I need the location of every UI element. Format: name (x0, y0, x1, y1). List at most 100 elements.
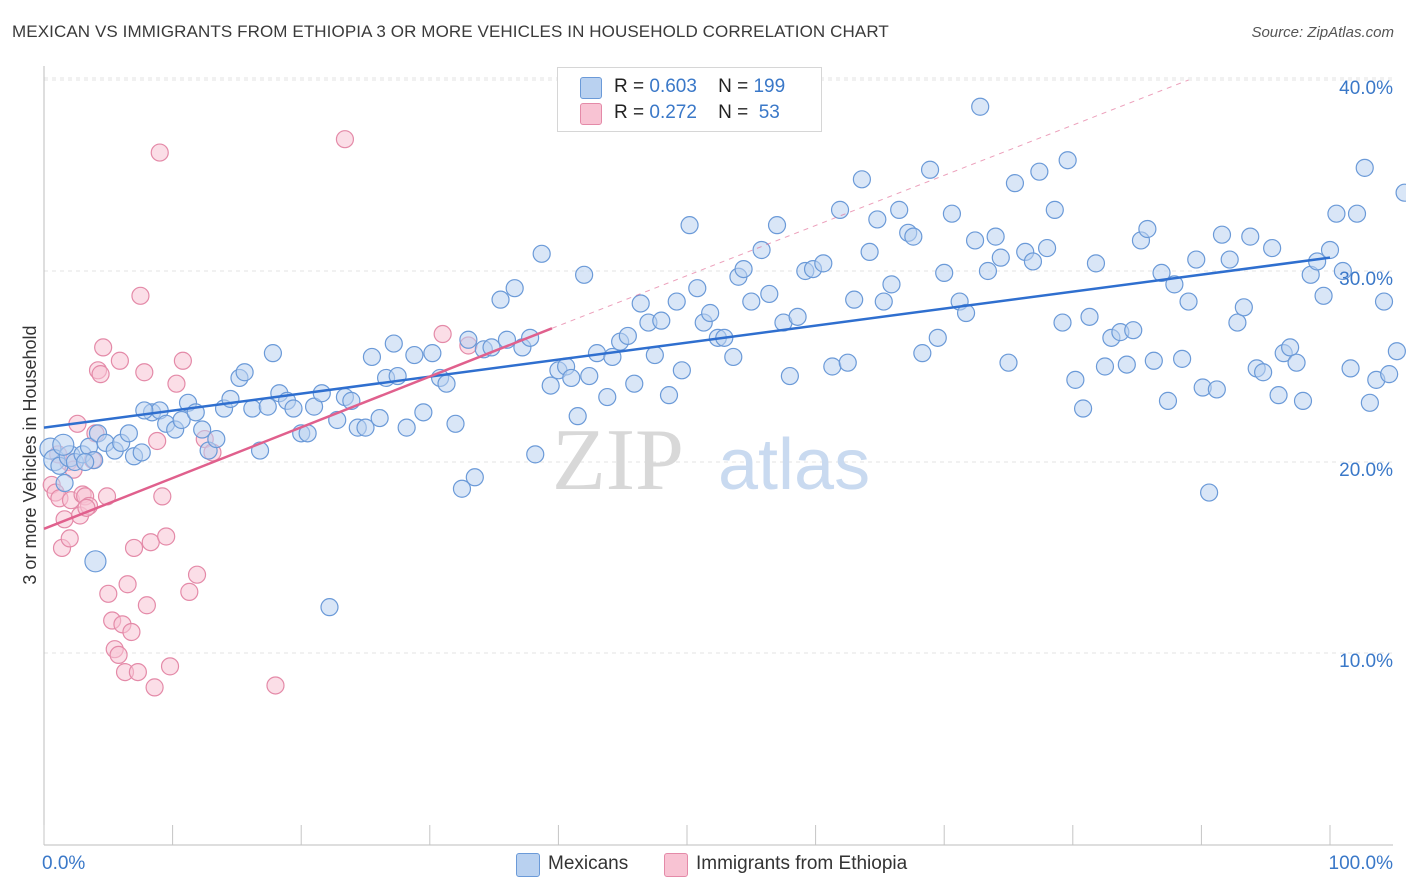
mexicans-point (874, 292, 893, 311)
legend-swatch-ethiopia (580, 103, 602, 125)
mexicans-point (935, 263, 954, 283)
axes-layer (43, 66, 1393, 846)
mexicans-trend-line (43, 256, 1331, 429)
ethiopia-point (131, 286, 150, 305)
mexicans-point (1073, 399, 1093, 418)
mexicans-point (971, 97, 990, 116)
mexicans-point (860, 242, 879, 261)
legend-label-ethiopia: Immigrants from Ethiopia (696, 853, 908, 874)
mexicans-point (370, 408, 389, 428)
mexicans-point (928, 328, 947, 347)
mexicans-point (845, 290, 864, 309)
ethiopia-point (124, 538, 144, 558)
ethiopia-point (148, 431, 167, 451)
mexicans-point (384, 334, 403, 353)
mexicans-point (1314, 286, 1333, 305)
mexicans-point (1023, 252, 1043, 271)
legend-n-label: N = (718, 76, 749, 97)
mexicans-point (652, 311, 671, 330)
legend-r-label: R = (614, 76, 645, 97)
ethiopia-trend-line (43, 327, 553, 531)
ethiopia-point (157, 527, 176, 546)
mexicans-point (852, 170, 871, 189)
mexicans-point (868, 210, 887, 229)
mexicans-point (1030, 162, 1049, 181)
mexicans-point (1037, 238, 1057, 258)
ethiopia-point (99, 584, 118, 603)
mexicans-point (701, 303, 720, 323)
mexicans-point (459, 330, 478, 349)
mexicans-point (830, 200, 850, 219)
ethiopia-point (141, 533, 160, 552)
mexicans-point (1341, 359, 1360, 378)
mexicans-point (362, 347, 382, 367)
ethiopia-point (167, 374, 186, 393)
mexicans-point (1200, 483, 1219, 502)
chart-title: MEXICAN VS IMMIGRANTS FROM ETHIOPIA 3 OR… (12, 22, 889, 41)
mexicans-point (52, 433, 75, 456)
mexicans-point (356, 418, 375, 437)
ethiopia-point (137, 596, 156, 615)
mexicans-point (532, 244, 551, 263)
y-axis-title: 3 or more Vehicles in Household (20, 325, 40, 584)
mexicans-point (1005, 174, 1025, 193)
watermark: ZIP atlas (552, 412, 870, 509)
mexicans-point (505, 279, 524, 298)
trend-lines (43, 79, 1331, 531)
ethiopia-point (433, 324, 452, 344)
mexicans-point (742, 292, 761, 311)
mexicans-point (562, 368, 581, 388)
ethiopia-point (60, 529, 79, 548)
mexicans-point (1165, 275, 1184, 294)
mexicans-point (1355, 158, 1374, 177)
axis-labels: 10.0% 20.0% 30.0% 40.0% 0.0% 100.0% 3 or more … (20, 78, 1393, 874)
ethiopia-point (335, 130, 355, 149)
mexicans-point (119, 424, 138, 443)
legend-swatch-ethiopia (664, 853, 688, 877)
mexicans-point (1360, 393, 1379, 412)
mexicans-point (659, 386, 679, 405)
mexicans-point (1287, 353, 1306, 372)
mexicans-point (1263, 238, 1282, 258)
ethiopia-point (266, 676, 285, 695)
mexicans-point (1080, 307, 1099, 326)
mexicans-point (1228, 313, 1247, 332)
watermark-zip: ZIP (552, 412, 684, 509)
mexicans-point (55, 473, 74, 493)
mexicans-point (904, 227, 923, 246)
mexicans-point (999, 353, 1018, 372)
ethiopia-points (42, 130, 478, 697)
mexicans-point (284, 399, 303, 418)
legend-swatch-mexicans (516, 853, 540, 877)
mexicans-point (1254, 363, 1273, 382)
mexicans-point (1212, 225, 1232, 244)
ethiopia-point (94, 338, 113, 357)
mexicans-point (1234, 298, 1253, 317)
legend-n-value: 53 (753, 102, 780, 123)
mexicans-point (1269, 386, 1288, 405)
ethiopia-point (173, 351, 192, 370)
y-tick-label: 40.0% (1339, 78, 1393, 99)
mexicans-point (1152, 263, 1171, 283)
mexicans-point (1387, 342, 1406, 361)
mexicans-point (437, 374, 456, 393)
watermark-atlas: atlas (718, 425, 870, 505)
series-legend: Mexicans Immigrants from Ethiopia (0, 850, 1406, 878)
mexicans-point (405, 345, 424, 365)
mexicans-point (1058, 151, 1077, 170)
mexicans-point (1095, 357, 1115, 376)
mexicans-point (452, 479, 472, 498)
mexicans-point (688, 279, 707, 298)
x-tick-label: 0.0% (42, 853, 85, 874)
mexicans-point (942, 204, 962, 223)
mexicans-point (625, 374, 644, 393)
legend-r-label: R = (614, 102, 645, 123)
mexicans-point (1281, 338, 1300, 357)
legend-r-value: 0.272 (649, 102, 697, 123)
ethiopia-point (91, 365, 110, 384)
mexicans-point (667, 292, 686, 311)
ethiopia-point (110, 351, 129, 370)
mexicans-point (243, 399, 262, 418)
mexicans-point (235, 363, 254, 382)
mexicans-point (84, 550, 107, 573)
